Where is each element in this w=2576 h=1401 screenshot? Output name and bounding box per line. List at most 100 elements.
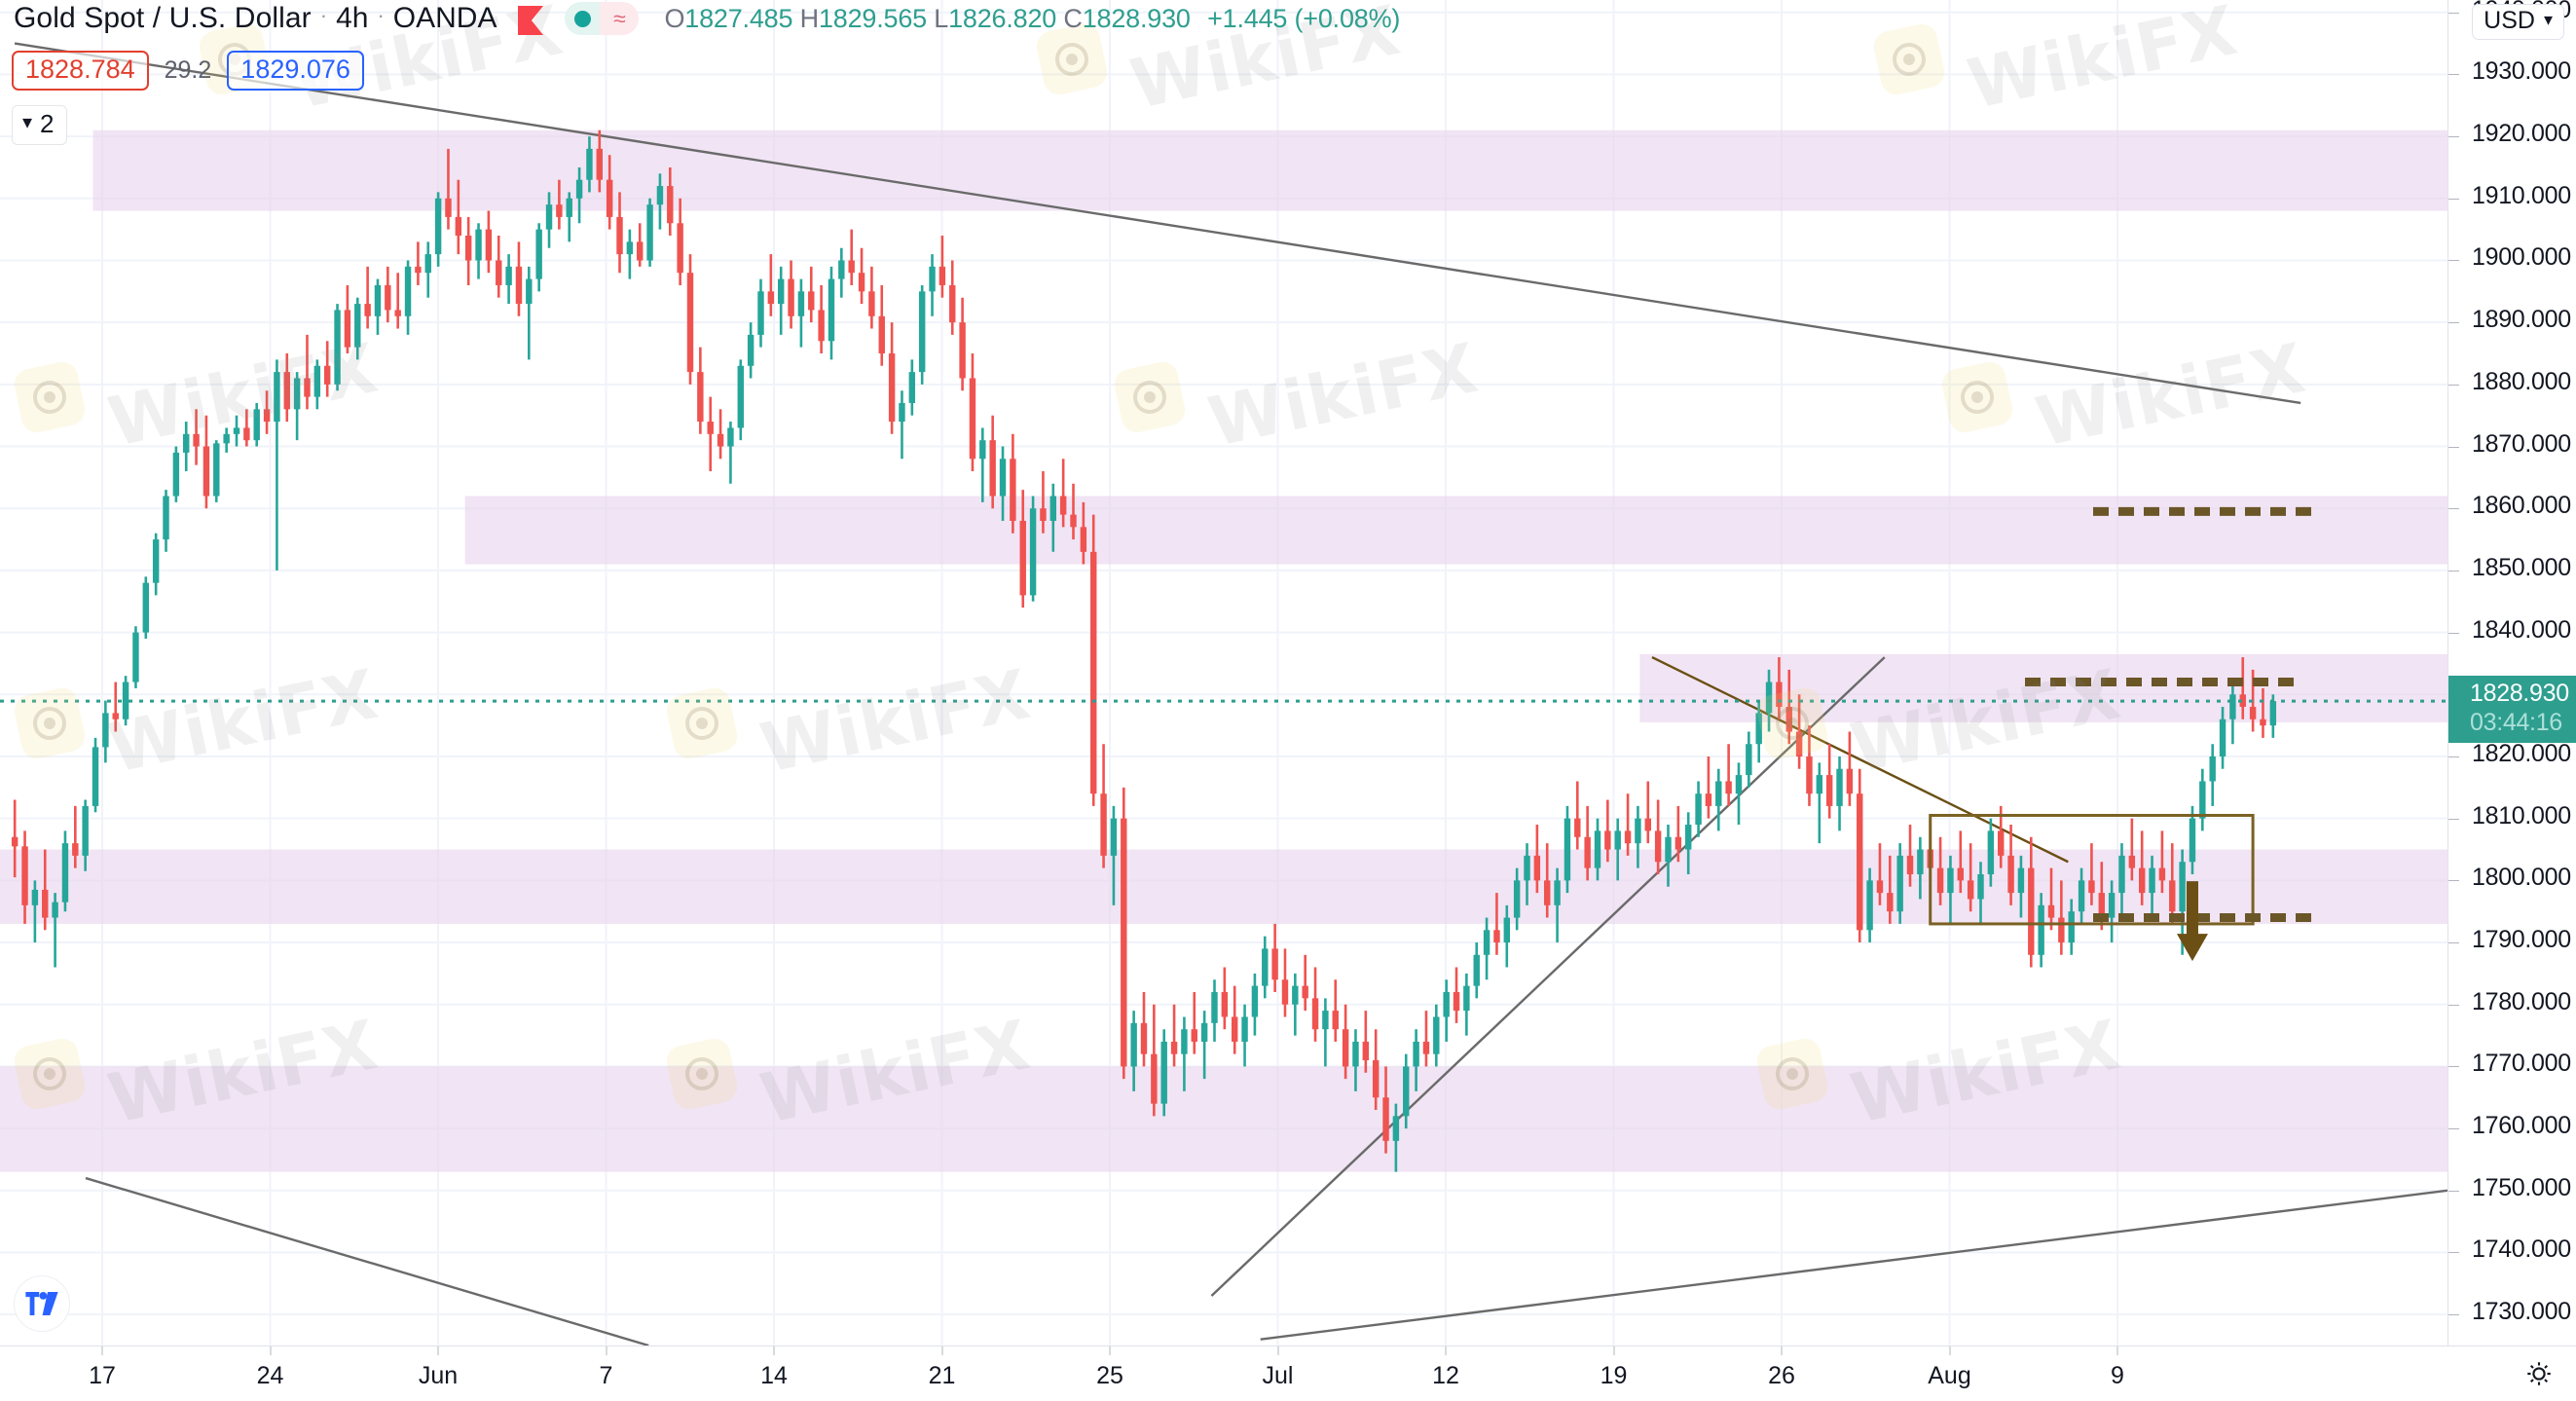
gear-icon[interactable] (2523, 1358, 2555, 1389)
price-tick-label: 1910.000 (2472, 181, 2571, 209)
time-tick-mark (606, 1346, 607, 1355)
price-tick: 1870.000 (2448, 430, 2576, 458)
zone-1852-1862 (464, 496, 2447, 565)
time-tick-label: 19 (1600, 1362, 1628, 1389)
ohlc-close-value: 1828.930 (1082, 3, 1191, 33)
price-tick-label: 1760.000 (2472, 1112, 2571, 1140)
time-tick-label: 21 (928, 1362, 956, 1389)
market-status-pill[interactable]: ≈ (565, 2, 640, 35)
time-tick-label: Jul (1262, 1362, 1294, 1389)
time-tick-mark (1445, 1346, 1447, 1355)
price-tick-label: 1770.000 (2472, 1050, 2571, 1078)
ascending-lower (85, 1176, 649, 1346)
time-tick-label: 12 (1432, 1362, 1459, 1389)
symbol-title[interactable]: Gold Spot / U.S. Dollar (14, 2, 312, 34)
tradingview-logo-icon[interactable] (14, 1275, 70, 1332)
ohlc-open-value: 1827.485 (684, 3, 793, 33)
time-tick-label: 9 (2111, 1362, 2124, 1389)
timeframe-label[interactable]: 4h (336, 2, 369, 34)
current-price-value: 1828.930 (2470, 680, 2569, 708)
chart-pane[interactable] (0, 0, 2447, 1346)
time-tick-mark (2116, 1346, 2118, 1355)
price-tick-label: 1930.000 (2472, 57, 2571, 86)
time-tick-mark (101, 1346, 103, 1355)
price-tick: 1860.000 (2448, 492, 2576, 519)
chevron-down-icon: ▾ (22, 112, 33, 133)
ohlc-values: O1827.485 H1829.565 L1826.820 C1828.930 … (664, 4, 1400, 34)
current-price-badge[interactable]: 1828.930 03:44:16 (2448, 676, 2576, 744)
price-tick-label: 1730.000 (2472, 1298, 2571, 1326)
time-tick-label: 14 (760, 1362, 788, 1389)
price-tick: 1760.000 (2448, 1112, 2576, 1139)
time-tick-mark (773, 1346, 775, 1355)
legend-separator: · (377, 3, 385, 27)
ask-price[interactable]: 1829.076 (227, 51, 364, 91)
price-tick: 1800.000 (2448, 864, 2576, 891)
chevron-down-icon: ▾ (2543, 10, 2553, 29)
time-tick-mark (270, 1346, 271, 1355)
currency-label: USD (2484, 7, 2535, 34)
price-tick: 1810.000 (2448, 802, 2576, 830)
bid-ask-row: 1828.784 29.2 1829.076 (12, 51, 364, 91)
time-tick-label: 26 (1768, 1362, 1795, 1389)
bid-price[interactable]: 1828.784 (12, 51, 149, 91)
price-tick-label: 1850.000 (2472, 553, 2571, 581)
collapsed-indicators-badge[interactable]: ▾ 2 (12, 105, 67, 145)
time-tick-label: Jun (418, 1362, 459, 1389)
price-tick: 1910.000 (2448, 182, 2576, 209)
bar-countdown: 03:44:16 (2470, 708, 2562, 736)
ohlc-close-label: C (1063, 3, 1083, 33)
ohlc-low-label: L (934, 3, 949, 33)
price-tick-label: 1880.000 (2472, 367, 2571, 395)
status-dot-icon (565, 2, 601, 35)
time-tick-label: 7 (599, 1362, 613, 1389)
price-tick: 1780.000 (2448, 988, 2576, 1015)
price-tick: 1740.000 (2448, 1235, 2576, 1263)
ascending-support (1210, 656, 1886, 1297)
zone-1755-1770 (0, 1066, 2447, 1172)
spread-value: 29.2 (164, 56, 212, 84)
ohlc-high-label: H (799, 3, 820, 33)
exchange-label[interactable]: OANDA (392, 2, 497, 34)
approx-wave-icon: ≈ (600, 2, 640, 35)
price-tick-label: 1900.000 (2472, 243, 2571, 272)
time-tick-mark (437, 1346, 439, 1355)
price-tick-label: 1860.000 (2472, 492, 2571, 520)
time-tick-mark (1109, 1346, 1111, 1355)
price-tick: 1840.000 (2448, 616, 2576, 644)
price-tick: 1750.000 (2448, 1174, 2576, 1201)
price-tick: 1880.000 (2448, 368, 2576, 395)
price-tick-label: 1750.000 (2472, 1173, 2571, 1201)
chart-legend: Gold Spot / U.S. Dollar · 4h · OANDA ≈ O… (14, 2, 1400, 35)
legend-separator: · (319, 3, 328, 27)
price-axis[interactable]: 1940.0001930.0001920.0001910.0001900.000… (2447, 0, 2576, 1346)
price-tick-label: 1810.000 (2472, 801, 2571, 830)
range-box (1929, 813, 2255, 926)
ohlc-low-value: 1826.820 (948, 3, 1057, 33)
flag-icon (518, 6, 544, 35)
price-tick-label: 1890.000 (2472, 306, 2571, 334)
zone-1826-1836 (1639, 653, 2447, 722)
price-tick: 1930.000 (2448, 57, 2576, 85)
candlestick-chart[interactable] (0, 0, 2447, 1346)
time-tick-mark (941, 1346, 942, 1355)
currency-selector[interactable]: USD ▾ (2472, 4, 2564, 40)
time-tick-label: 17 (89, 1362, 116, 1389)
price-tick-label: 1840.000 (2472, 615, 2571, 644)
price-tick-label: 1820.000 (2472, 739, 2571, 767)
time-tick-mark (1277, 1346, 1278, 1355)
time-tick-label: 24 (256, 1362, 284, 1389)
time-tick-mark (1613, 1346, 1614, 1355)
descending-brown (1651, 656, 2069, 864)
time-tick-label: Aug (1928, 1362, 1971, 1389)
price-tick-label: 1800.000 (2472, 864, 2571, 892)
price-tick: 1900.000 (2448, 243, 2576, 271)
price-tick-label: 1780.000 (2472, 987, 2571, 1015)
price-tick-label: 1870.000 (2472, 429, 2571, 458)
descending-upper (14, 42, 2301, 405)
time-tick-label: 25 (1096, 1362, 1123, 1389)
time-axis[interactable]: 17 24 Jun 7 14 21 25 Jul 12 19 26 Aug 9 (0, 1346, 2576, 1400)
price-tick: 1770.000 (2448, 1050, 2576, 1077)
time-tick-mark (1949, 1346, 1950, 1355)
ohlc-high-value: 1829.565 (818, 3, 927, 33)
